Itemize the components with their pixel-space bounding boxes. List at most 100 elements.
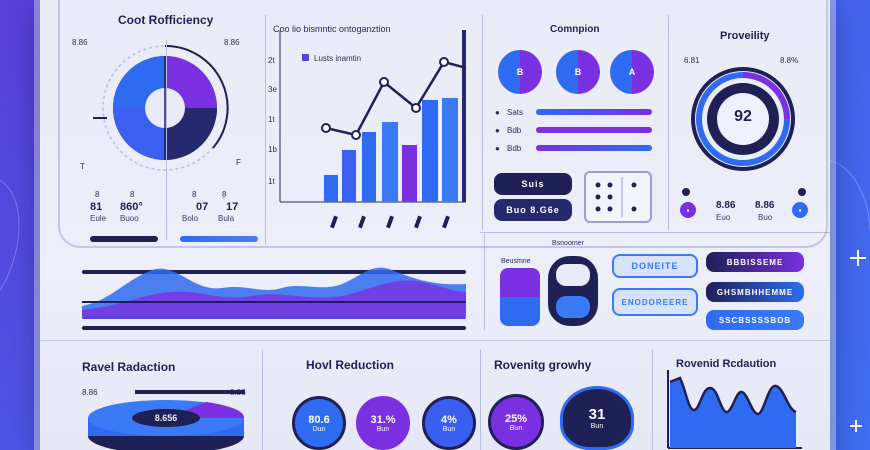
bar [422,100,438,202]
divider [480,350,481,450]
dashboard-screen: Coot Rofficiency 8.86 8.86 T F 8 8 8 8 8… [40,0,830,450]
cost-small-a: 8 [95,190,100,199]
y-tick: 1t [268,177,275,186]
wave-area-chart[interactable] [82,262,472,336]
revgrowth-title: Rovenitg growhy [494,358,592,372]
action-button-label: ENODOREERE [621,297,689,307]
metric-circle-label: Bun [442,425,456,433]
action-button-label: SSCBSSSSBOB [718,315,792,325]
status-chip-label: Buo 8.G6e [506,205,560,215]
action-button[interactable]: DONEITE [612,254,698,278]
status-chip[interactable]: Suis [494,173,572,195]
campaign-toggle[interactable]: B [498,50,542,94]
cost-efficiency-donut[interactable] [85,30,245,180]
action-button[interactable]: GHSMBHHEMME [706,282,804,302]
cost-efficiency-title: Coot Rofficiency [118,13,214,27]
hovel-title: Hovl Reduction [306,358,395,372]
chart-icon[interactable]: ▪ [680,202,696,218]
toggle-switch-frame[interactable] [548,256,598,326]
bar-line-chart[interactable]: 2t 3e 1t 1b 1t Lusts inamtin [266,30,466,245]
proveility-stat-label: Euo [716,213,731,222]
divider [265,15,266,245]
cost-left-tick: 8.86 [72,38,88,47]
dot-grid-panel[interactable] [584,171,652,223]
trend-point [439,57,449,67]
metric-circle-label: Bun [509,424,523,432]
campaign-slider[interactable] [536,109,652,115]
bar [462,30,466,202]
y-tick: 1t [268,115,275,124]
metric-circle: 80.6 Dun [292,396,346,450]
metric-circle-label: Bun [590,423,604,430]
controls-mini-label: Beusmne [501,258,531,265]
dot-grid [595,177,637,217]
bar [342,150,356,202]
metric-circle-value: 80.6 [308,413,330,426]
revred-title: Rovenid Rcdaution [676,358,777,370]
divider [482,15,483,230]
metric-circle-label: Bun [376,425,390,433]
metric-circle-value: 31 [588,406,606,423]
divider [262,350,263,450]
campaign-toggle-label: B [516,67,524,77]
metric-circle-value: 4% [441,413,457,426]
segmented-control[interactable] [500,268,540,326]
slider-dot: ● [495,144,500,153]
stat-dot [682,188,690,196]
y-tick: 2t [268,56,275,65]
gauge-left-tick: 6.81 [684,56,700,65]
cost-stat-value: 860° [120,201,143,213]
bar [402,145,417,202]
action-button-label: BBBISSEME [726,257,784,267]
trend-point [379,77,389,87]
bar [324,175,338,202]
cost-tick-f: F [236,158,241,167]
slider-dot: ● [495,108,500,117]
proveility-stat-value: 8.86 [755,200,775,211]
divider [668,15,669,230]
bar [382,122,398,202]
cost-stat-label: Bula [218,214,235,223]
metric-circle: 4% Bun [422,396,476,450]
metric-circle: 25% Bun [488,394,544,450]
x-axis-markers [330,215,450,229]
cost-small-c: 8 [192,190,197,199]
metric-circle-value: 25% [504,412,528,425]
metric-circle-label: Dun [312,425,326,433]
campaign-slider[interactable] [536,127,652,133]
stat-dot [798,188,806,196]
bar [442,98,458,202]
campaign-toggle[interactable]: B [556,50,600,94]
gauge-right-tick: 8.8% [780,56,799,65]
divider [166,40,167,240]
divider [480,232,830,233]
revred-area-chart[interactable] [664,370,804,450]
revel-donut-value: 8.656 [154,413,178,423]
cost-right-tick: 8.86 [224,38,240,47]
cost-stat-value: 17 [226,201,239,213]
cost-stat-label: Eule [90,214,107,223]
status-chip-label: Suis [521,179,545,189]
cost-stat-value: 81 [90,201,103,213]
status-chip[interactable]: Buo 8.G6e [494,199,572,221]
action-button[interactable]: ENODOREERE [612,288,698,316]
chart-icon[interactable]: ▪ [792,202,808,218]
metric-circle: 31.% Bun [356,396,410,450]
action-button[interactable]: BBBISSEME [706,252,804,272]
trend-point [411,103,421,113]
slider-label: Bdb [507,144,522,153]
cost-stat-label: Buoo [120,214,139,223]
controls-heading: Bsnoomer [552,240,584,247]
y-tick: 3e [268,85,277,94]
campaign-toggle[interactable]: A [610,50,654,94]
slider-label: Bdb [507,126,522,135]
metric-circle-value: 31.% [370,413,396,426]
metric-circle-large: 31 Bun [560,386,634,450]
revel-3d-donut [88,400,245,450]
campaign-slider[interactable] [536,145,652,151]
action-button-label: GHSMBHHEMME [716,287,794,297]
slider-label: Sats [507,108,524,117]
action-button[interactable]: SSCBSSSSBOB [706,310,804,330]
trend-point [351,130,361,140]
divider [484,232,485,330]
